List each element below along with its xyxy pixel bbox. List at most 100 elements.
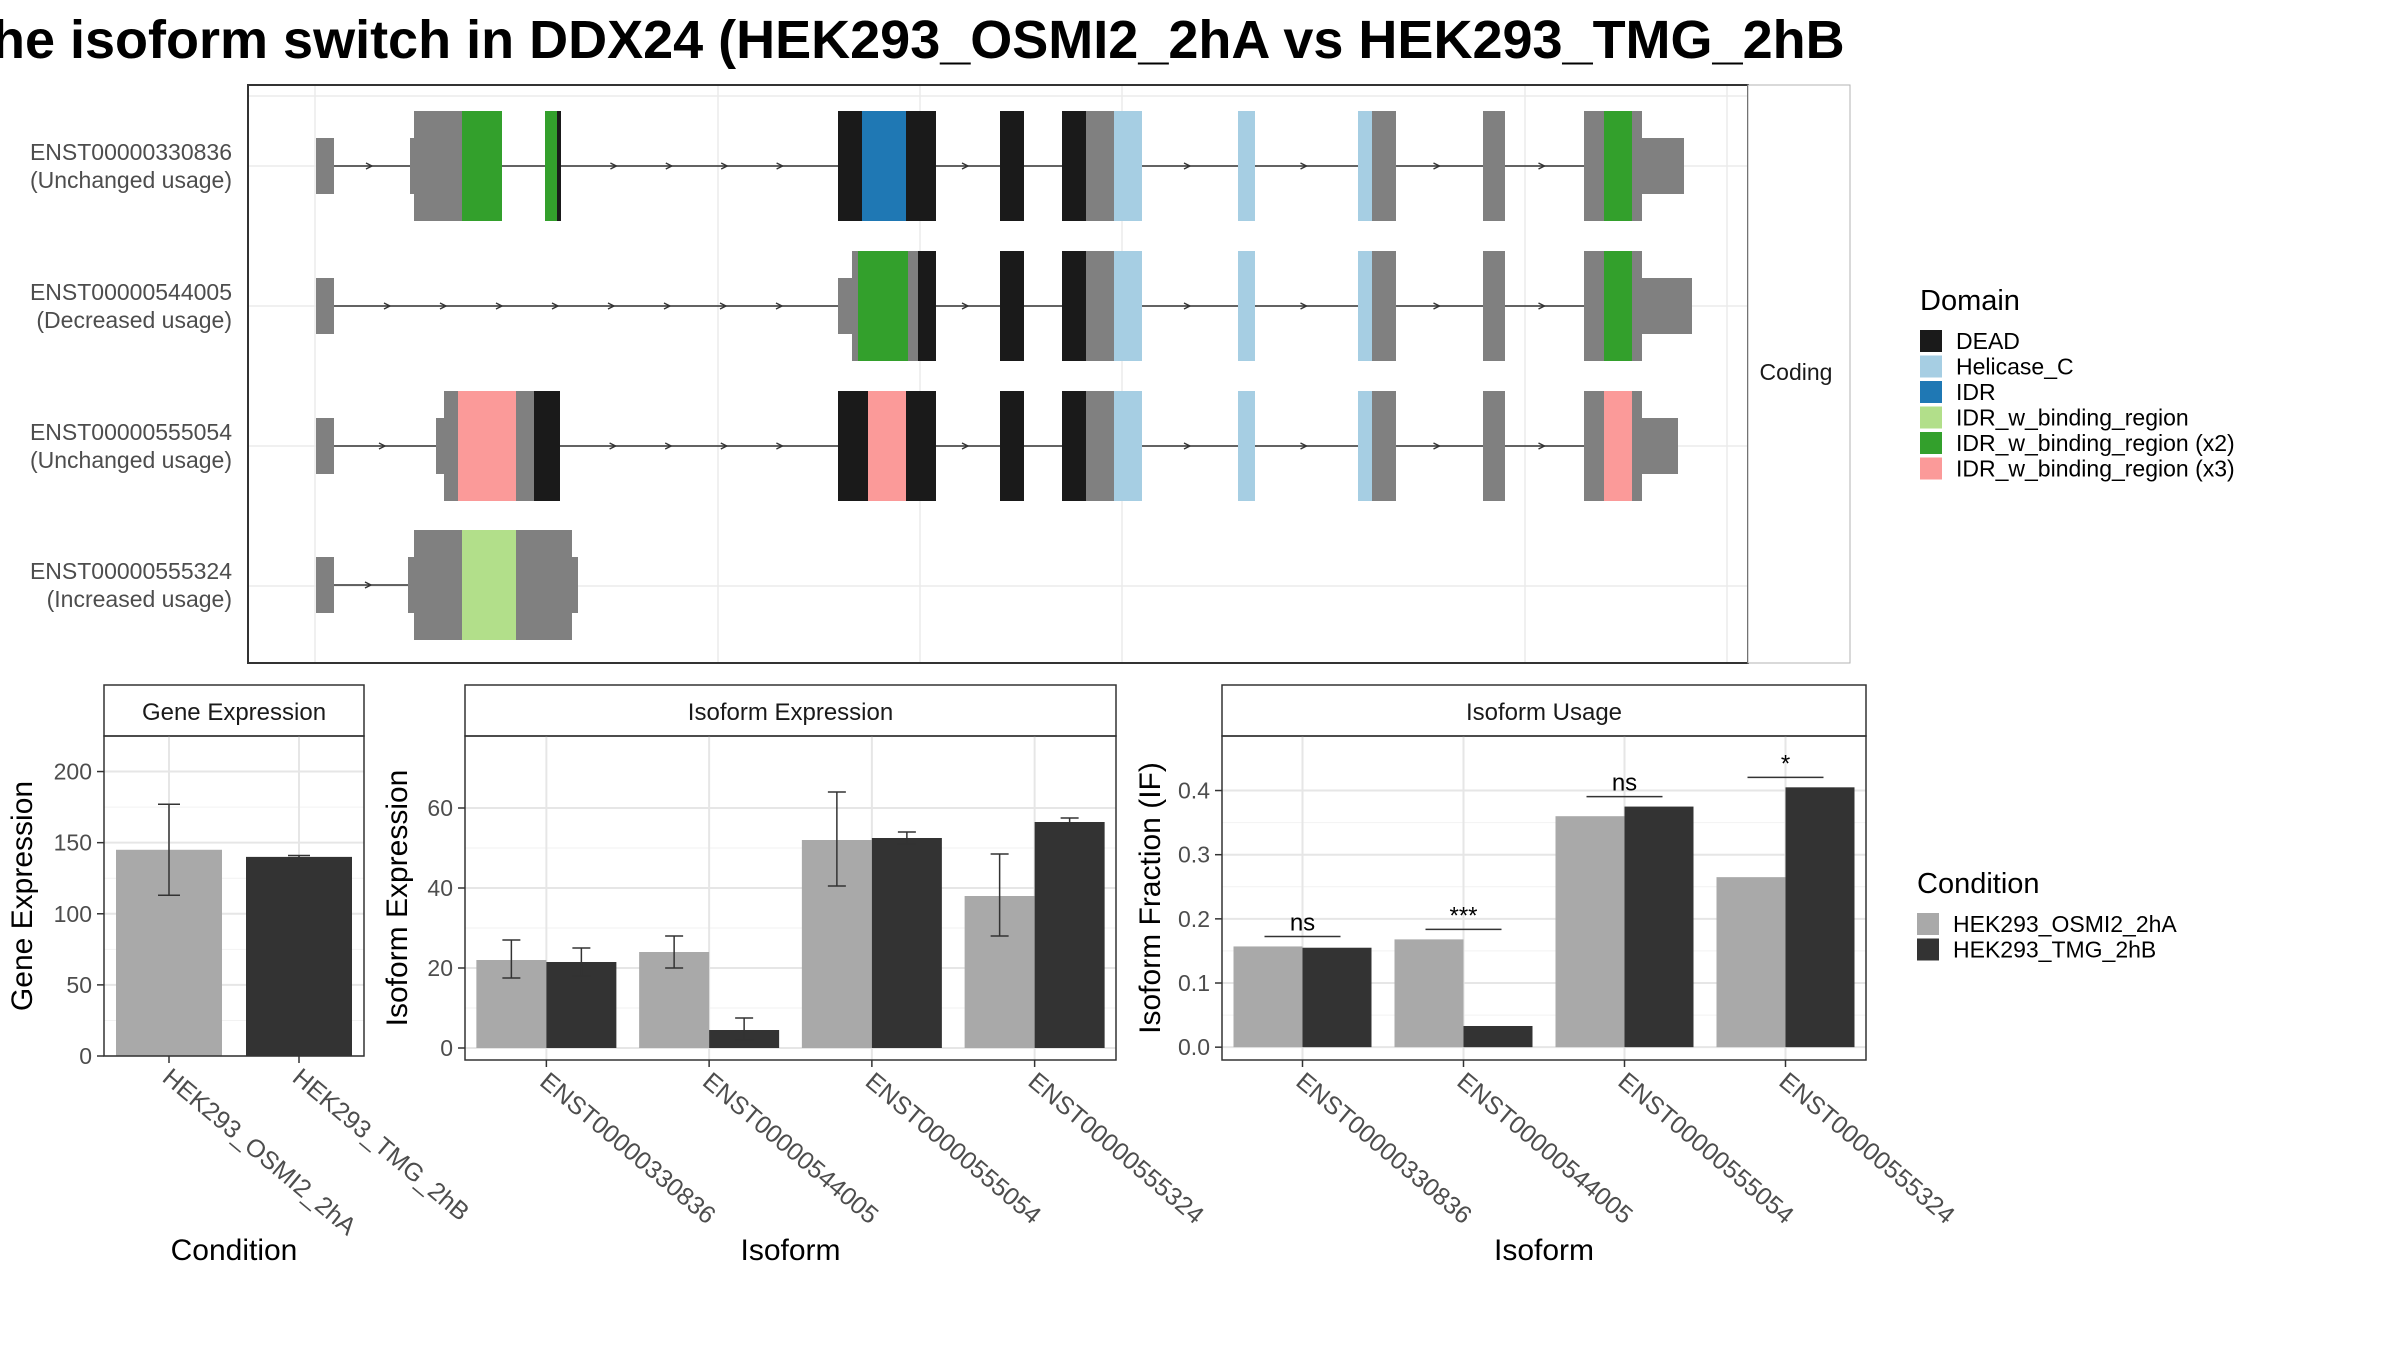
exon-coding [908,251,918,361]
isoform-usage-chart: Isoform Usage ns *** ns * 0.0 0.1 0.2 0.3 0.4 ENST… [1134,684,1960,1267]
strand-arrow [663,302,672,310]
strand-arrow [961,302,970,310]
facet-label-coding: Coding [1760,359,1833,385]
y-tick-label: 60 [427,795,453,821]
domain-legend-label: IDR_w_binding_region (x2) [1956,430,2235,456]
y-tick-label: 150 [54,830,92,856]
y-tick-label: 20 [427,955,453,981]
strand-arrow [1300,442,1309,450]
exon-coding [516,530,572,640]
strand-arrow [364,581,373,589]
bar [1034,822,1105,1048]
strand-arrow [365,162,374,170]
exon-utr [316,278,334,334]
bar [1302,947,1372,1048]
exon-coding [1584,391,1604,501]
x-tick-label: ENST00000330836 [535,1067,721,1230]
isoform-labels: ENST00000330836(Unchanged usage) ENST0000… [30,139,232,612]
x-tick-label: ENST00000555054 [860,1067,1046,1230]
panel-title: Isoform Usage [1466,699,1622,726]
y-tick-label: 200 [54,759,92,785]
y-tick-label: 100 [54,901,92,927]
y-tick-label: 0 [440,1035,453,1061]
bar [1394,939,1464,1048]
x-tick-label: ENST00000544005 [697,1067,883,1230]
domain-legend: Domain DEADHelicase_CIDRIDR_w_binding_re… [1920,285,2235,482]
significance-label: * [1781,750,1790,777]
panel-border [103,735,365,1057]
strand-arrow [607,302,616,310]
domain-legend-swatch [1920,330,1942,352]
strand-arrow [1300,302,1309,310]
strand-arrow [1433,302,1442,310]
domain-legend-label: IDR [1956,379,1996,405]
exon-utr [838,278,852,334]
exon-dead [918,251,936,361]
y-tick-label: 40 [427,875,453,901]
exon-idr [862,111,906,221]
x-axis-title: Isoform [740,1234,840,1267]
bar [1716,877,1786,1048]
exon-utr [1642,138,1684,194]
strand-arrow [775,302,784,310]
exon-dead [1000,251,1024,361]
exon-utr [1642,418,1678,474]
exon-utr [1642,278,1692,334]
significance-label: ns [1290,909,1315,936]
domain-legend-label: IDR_w_binding_region [1956,405,2189,431]
panel-title: Isoform Expression [688,699,893,726]
y-tick-label: 0 [79,1043,92,1069]
panel-strip [464,684,1117,737]
domain-legend-title: Domain [1920,285,2020,317]
condition-legend-label: HEK293_TMG_2hB [1953,937,2156,963]
x-axis-title: Isoform [1494,1234,1594,1267]
exon-coding [1483,251,1505,361]
strand-arrow [961,442,970,450]
exon-coding [1372,111,1396,221]
x-tick-label: ENST00000555054 [1613,1067,1799,1230]
exon-utr [572,557,578,613]
strand-arrow [383,302,392,310]
strand-arrow [1433,442,1442,450]
strand-arrow [609,442,618,450]
exon-idr-binding [545,111,557,221]
bar [1233,946,1303,1048]
bar [1624,806,1694,1048]
isoform-usage-label: (Decreased usage) [36,307,232,333]
exon-coding [1584,251,1604,361]
isoform-usage-label: (Unchanged usage) [30,167,232,193]
strand-arrow [665,162,674,170]
figure-title: he isoform switch in DDX24 (HEK293_OSMI2… [0,10,1845,70]
exon-utr [316,418,334,474]
significance-label: ns [1612,770,1637,797]
isoform-id-label: ENST00000555324 [30,558,232,584]
exon-coding [1632,251,1642,361]
exon-coding [1632,111,1642,221]
exon-coding [1086,391,1114,501]
exon-coding [1086,111,1114,221]
strand-arrow [551,302,560,310]
exon-utr [316,557,334,613]
y-axis-title: Isoform Expression [381,770,414,1027]
exon-helicase [1114,391,1142,501]
strand-arrow [961,162,970,170]
isoform-id-label: ENST00000544005 [30,279,232,305]
exon-coding [852,251,858,361]
isoform-id-label: ENST00000330836 [30,139,232,165]
exon-coding [444,391,458,501]
strand-arrow [1433,162,1442,170]
exon-helicase [1358,391,1372,501]
exon-dead [906,391,936,501]
exon-idr-binding [868,391,906,501]
domain-legend-swatch [1920,457,1942,480]
strand-arrow [439,302,448,310]
exon-helicase [1358,251,1372,361]
isoform-id-label: ENST00000555054 [30,419,232,445]
strand-arrow [378,442,387,450]
domain-legend-swatch [1920,355,1942,378]
exon-coding [414,530,462,640]
exon-idr-binding [462,111,502,221]
bar [1463,1025,1533,1048]
